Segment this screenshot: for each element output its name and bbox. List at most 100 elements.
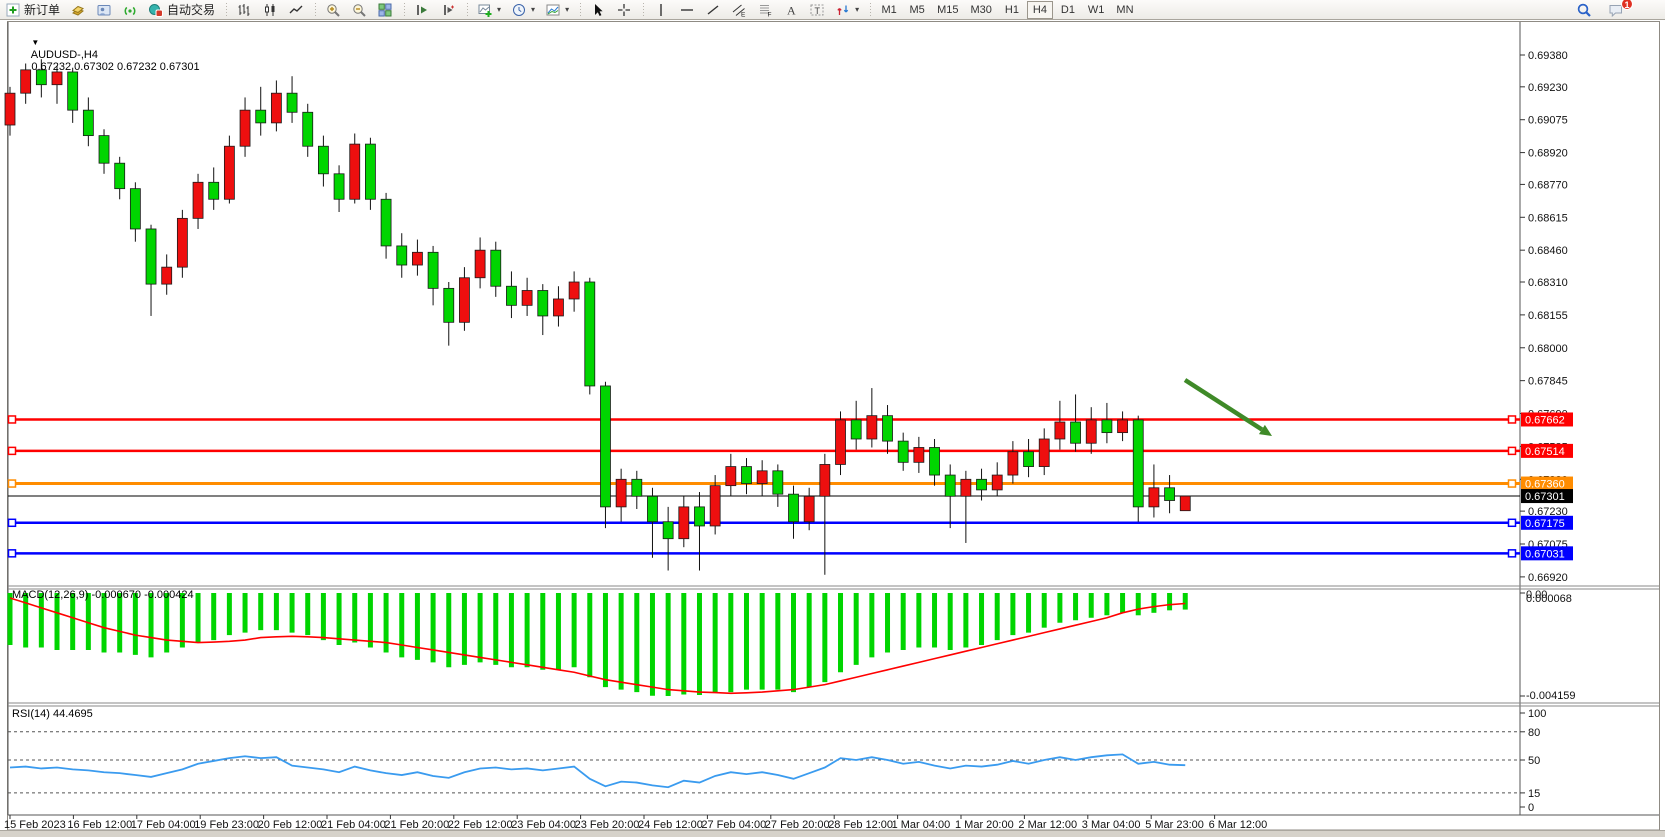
new-order-icon <box>6 3 20 16</box>
timeframe-m15[interactable]: M15 <box>937 3 959 16</box>
toolbar-separator <box>402 2 408 17</box>
toolbar-separator <box>224 2 230 17</box>
toolbar: 新订单 自动交易 ▾ ▾ ▾ E F A T ▾ M1 M5 M15 M30 H1 H4 D1 W1 MN 1 <box>0 0 1665 20</box>
zoom-out-button[interactable] <box>347 1 371 19</box>
toolbar-group: 新订单 自动交易 <box>0 0 220 20</box>
signals-button[interactable] <box>118 1 142 19</box>
svg-text:0.68615: 0.68615 <box>1528 212 1568 224</box>
crosshair-button[interactable] <box>612 1 636 19</box>
svg-text:0.68310: 0.68310 <box>1528 277 1568 289</box>
timeframe-h1[interactable]: H1 <box>1004 3 1019 16</box>
timeframe-w1[interactable]: W1 <box>1087 3 1105 16</box>
rsi-levels: 100 80 50 15 0 <box>8 708 1546 814</box>
tile-windows-button[interactable] <box>373 1 397 19</box>
notifications-button[interactable]: 1 <box>1604 0 1633 19</box>
trendline-button[interactable] <box>701 1 725 19</box>
svg-text:0.000068: 0.000068 <box>1526 593 1572 605</box>
horizontal-line-icon <box>681 8 694 11</box>
svg-text:0.68155: 0.68155 <box>1528 310 1568 322</box>
fibonacci-button[interactable]: F <box>753 1 777 19</box>
timeframe-d1[interactable]: D1 <box>1060 3 1075 16</box>
chevron-down-icon: ▾ <box>565 5 570 14</box>
data-window-button[interactable] <box>92 1 116 19</box>
toolbar-separator <box>641 2 647 17</box>
svg-text:0.68770: 0.68770 <box>1528 179 1568 191</box>
line-chart-icon <box>289 5 303 13</box>
signal-icon <box>124 6 136 15</box>
trend-arrow[interactable] <box>1183 378 1272 436</box>
svg-text:A: A <box>787 3 796 17</box>
gold-bar-icon <box>72 5 84 16</box>
timeframe-m5[interactable]: M5 <box>909 3 925 16</box>
svg-text:0.68000: 0.68000 <box>1528 343 1568 355</box>
svg-text:2 Mar 12:00: 2 Mar 12:00 <box>1018 819 1077 830</box>
svg-text:27 Feb 20:00: 27 Feb 20:00 <box>765 819 830 830</box>
svg-text:22 Feb 12:00: 22 Feb 12:00 <box>448 819 513 830</box>
toolbar-group <box>231 0 309 20</box>
toolbar-separator <box>868 2 874 17</box>
svg-text:0.67230: 0.67230 <box>1528 506 1568 518</box>
cursor-button[interactable] <box>586 1 610 19</box>
timeframe-group: M1 M5 M15 M30 H1 H4 D1 W1 MN <box>875 0 1139 20</box>
svg-text:6 Mar 12:00: 6 Mar 12:00 <box>1209 819 1268 830</box>
zoom-out-icon <box>353 3 366 17</box>
chevron-down-icon: ▾ <box>855 5 860 14</box>
new-order-button[interactable]: 新订单 <box>1 1 64 19</box>
autotrading-button[interactable]: 自动交易 <box>144 1 219 19</box>
svg-text:0.67301: 0.67301 <box>1525 491 1565 503</box>
chart-canvas[interactable]: 0.69380 0.69230 0.69075 0.68920 0.68770 0.686… <box>0 21 1665 830</box>
arrows-button[interactable]: ▾ <box>831 1 863 19</box>
svg-text:0.67360: 0.67360 <box>1525 479 1565 491</box>
candlestick-button[interactable] <box>258 1 282 19</box>
periods-button[interactable]: ▾ <box>507 1 539 19</box>
vertical-line-button[interactable] <box>649 1 673 19</box>
svg-text:0.67662: 0.67662 <box>1525 414 1565 426</box>
svg-text:16 Feb 12:00: 16 Feb 12:00 <box>67 819 132 830</box>
toolbar-group <box>320 0 398 20</box>
templates-button[interactable]: ▾ <box>541 1 573 19</box>
svg-text:20 Feb 12:00: 20 Feb 12:00 <box>258 819 323 830</box>
svg-text:17 Feb 04:00: 17 Feb 04:00 <box>131 819 196 830</box>
tile-windows-icon <box>378 3 392 16</box>
svg-text:F: F <box>768 11 772 18</box>
svg-text:0.69380: 0.69380 <box>1528 50 1568 62</box>
search-button[interactable] <box>1572 1 1596 19</box>
market-watch-button[interactable] <box>66 1 90 19</box>
svg-text:0.67031: 0.67031 <box>1525 548 1565 560</box>
timeframe-m30[interactable]: M30 <box>970 3 992 16</box>
equidistant-channel-button[interactable]: E <box>727 1 751 19</box>
label-button[interactable]: T <box>805 1 829 19</box>
timeframe-h4[interactable]: H4 <box>1026 0 1053 19</box>
svg-text:0.69230: 0.69230 <box>1528 82 1568 94</box>
indicators-button[interactable]: ▾ <box>473 1 505 19</box>
toolbar-right: 1 <box>1571 0 1665 19</box>
svg-text:15: 15 <box>1528 788 1540 800</box>
horizontal-line-button[interactable] <box>675 1 699 19</box>
chart-shift-button[interactable] <box>436 1 460 19</box>
macd-axis[interactable]: 0.000.000068 -0.004159 <box>1520 589 1576 702</box>
svg-text:21 Feb 20:00: 21 Feb 20:00 <box>384 819 449 830</box>
svg-text:1 Mar 20:00: 1 Mar 20:00 <box>955 819 1014 830</box>
macd-signal-line <box>9 597 1186 695</box>
indicators-icon <box>478 4 492 17</box>
svg-text:5 Mar 23:00: 5 Mar 23:00 <box>1145 819 1204 830</box>
zoom-in-button[interactable] <box>321 1 345 19</box>
auto-scroll-button[interactable] <box>410 1 434 19</box>
label-icon: T <box>810 4 824 15</box>
text-button[interactable]: A <box>779 1 803 19</box>
svg-text:0.68920: 0.68920 <box>1528 148 1568 160</box>
toolbar-group: E F A T ▾ <box>648 0 864 20</box>
toolbar-group <box>409 0 461 20</box>
line-chart-button[interactable] <box>284 1 308 19</box>
svg-text:23 Feb 20:00: 23 Feb 20:00 <box>575 819 640 830</box>
rsi-line <box>9 753 1186 789</box>
chart-window: 0.69380 0.69230 0.69075 0.68920 0.68770 0.686… <box>0 21 1665 837</box>
support-resistance-lines[interactable] <box>7 415 1520 558</box>
timeframe-mn[interactable]: MN <box>1116 3 1134 16</box>
timeframe-m1[interactable]: M1 <box>881 3 897 16</box>
bar-chart-button[interactable] <box>232 1 256 19</box>
template-icon <box>546 4 560 15</box>
svg-text:15 Feb 2023: 15 Feb 2023 <box>4 819 66 830</box>
candlestick-series <box>4 59 1191 575</box>
